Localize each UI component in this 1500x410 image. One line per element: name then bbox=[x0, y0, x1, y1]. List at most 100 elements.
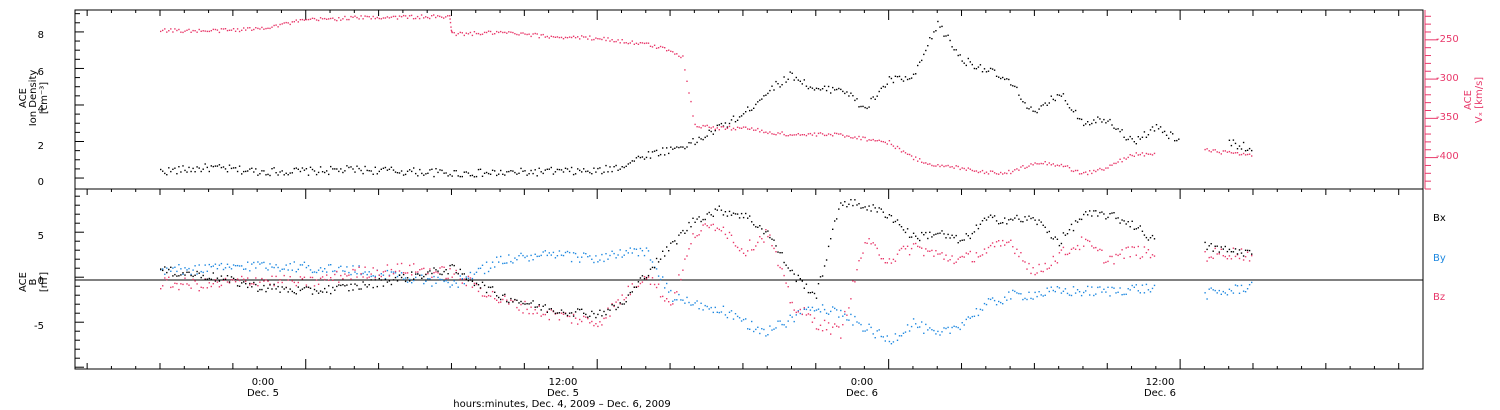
vx-point bbox=[1113, 162, 1115, 165]
by-point bbox=[898, 335, 901, 337]
ion-density-point bbox=[611, 170, 613, 173]
ion-density-point bbox=[759, 99, 761, 101]
bx-point bbox=[763, 232, 765, 235]
ion-density-point bbox=[305, 168, 308, 170]
by-point bbox=[1251, 281, 1253, 284]
bz-point bbox=[848, 307, 850, 309]
vx-point bbox=[390, 16, 393, 18]
bx-point bbox=[311, 293, 314, 295]
vx-point bbox=[449, 21, 452, 24]
by-point bbox=[303, 261, 306, 263]
by-point bbox=[919, 326, 921, 328]
by-point bbox=[439, 278, 441, 281]
by-point bbox=[979, 308, 982, 311]
bx-point bbox=[965, 233, 967, 235]
by-point bbox=[502, 262, 504, 265]
bx-point bbox=[593, 312, 595, 315]
by-point bbox=[178, 264, 180, 266]
vx-point bbox=[249, 27, 251, 29]
vx-point bbox=[243, 27, 245, 29]
bx-point bbox=[607, 308, 609, 311]
bz-point bbox=[757, 241, 759, 244]
bx-point bbox=[726, 215, 729, 217]
by-point bbox=[514, 257, 516, 259]
bx-point bbox=[293, 292, 295, 294]
bx-point bbox=[1012, 219, 1014, 221]
ion-density-point bbox=[463, 171, 465, 173]
ion-density-point bbox=[1048, 102, 1050, 104]
by-point bbox=[1062, 290, 1065, 292]
bx-point bbox=[910, 236, 913, 238]
bz-point bbox=[1026, 268, 1028, 270]
ion-density-point bbox=[793, 79, 795, 81]
bz-point bbox=[637, 285, 640, 288]
vx-point bbox=[1010, 172, 1012, 175]
bx-point bbox=[963, 239, 965, 241]
bz-point bbox=[1060, 249, 1063, 251]
bz-point bbox=[892, 258, 895, 261]
by-point bbox=[682, 299, 684, 301]
bx-point bbox=[856, 204, 858, 206]
bz-point bbox=[186, 283, 188, 285]
bz-point bbox=[384, 270, 387, 272]
ion-density-point bbox=[939, 26, 941, 28]
ion-density-point bbox=[220, 166, 223, 169]
bx-point bbox=[718, 205, 720, 207]
vx-point bbox=[864, 136, 866, 139]
ion-density-point bbox=[473, 176, 476, 178]
bz-point bbox=[1119, 253, 1121, 255]
bx-point bbox=[939, 232, 941, 234]
ion-density-point bbox=[178, 166, 180, 168]
ion-density-point bbox=[1103, 118, 1105, 121]
bx-point bbox=[336, 285, 338, 288]
by-point bbox=[1242, 290, 1245, 292]
vx-point bbox=[645, 42, 648, 44]
vx-point bbox=[208, 30, 210, 33]
vx-point bbox=[344, 15, 346, 18]
vx-point bbox=[1093, 169, 1095, 172]
bz-point bbox=[678, 274, 680, 276]
vx-point bbox=[346, 18, 348, 21]
bz-point bbox=[1004, 244, 1006, 246]
bz-point bbox=[419, 269, 421, 271]
ion-density-point bbox=[1040, 105, 1042, 107]
bx-point bbox=[917, 237, 919, 240]
vx-point bbox=[1074, 169, 1077, 172]
bx-point bbox=[487, 286, 490, 288]
ion-density-point bbox=[1064, 100, 1067, 102]
by-point bbox=[289, 263, 291, 265]
by-point bbox=[1147, 289, 1150, 291]
vx-point bbox=[500, 30, 502, 33]
ion-density-point bbox=[866, 107, 868, 110]
bz-point bbox=[277, 281, 279, 284]
by-point bbox=[311, 271, 314, 274]
ion-density-point bbox=[931, 38, 933, 40]
vx-point bbox=[1131, 154, 1133, 157]
by-point bbox=[1153, 284, 1156, 287]
bz-point bbox=[878, 254, 880, 256]
by-point bbox=[176, 270, 178, 273]
by-point bbox=[326, 271, 328, 273]
bz-point bbox=[1238, 257, 1241, 260]
bz-point bbox=[463, 278, 465, 280]
vx-point bbox=[783, 133, 785, 136]
ion-density-point bbox=[487, 172, 490, 175]
ion-density-point bbox=[674, 147, 676, 149]
bz-point bbox=[198, 290, 200, 292]
ion-density-point bbox=[253, 171, 255, 173]
vx-point bbox=[625, 42, 627, 44]
vx-point bbox=[1085, 171, 1087, 173]
vx-point bbox=[540, 34, 542, 36]
vx-point bbox=[354, 15, 356, 17]
ion-density-point bbox=[362, 172, 364, 175]
bx-point bbox=[722, 214, 725, 216]
by-point bbox=[164, 273, 166, 275]
bx-point bbox=[623, 303, 625, 305]
by-point bbox=[854, 315, 856, 318]
bx-point bbox=[629, 291, 631, 294]
by-point bbox=[411, 282, 413, 284]
ion-density-point bbox=[378, 170, 380, 173]
by-point bbox=[530, 254, 532, 257]
vx-point bbox=[356, 16, 358, 19]
